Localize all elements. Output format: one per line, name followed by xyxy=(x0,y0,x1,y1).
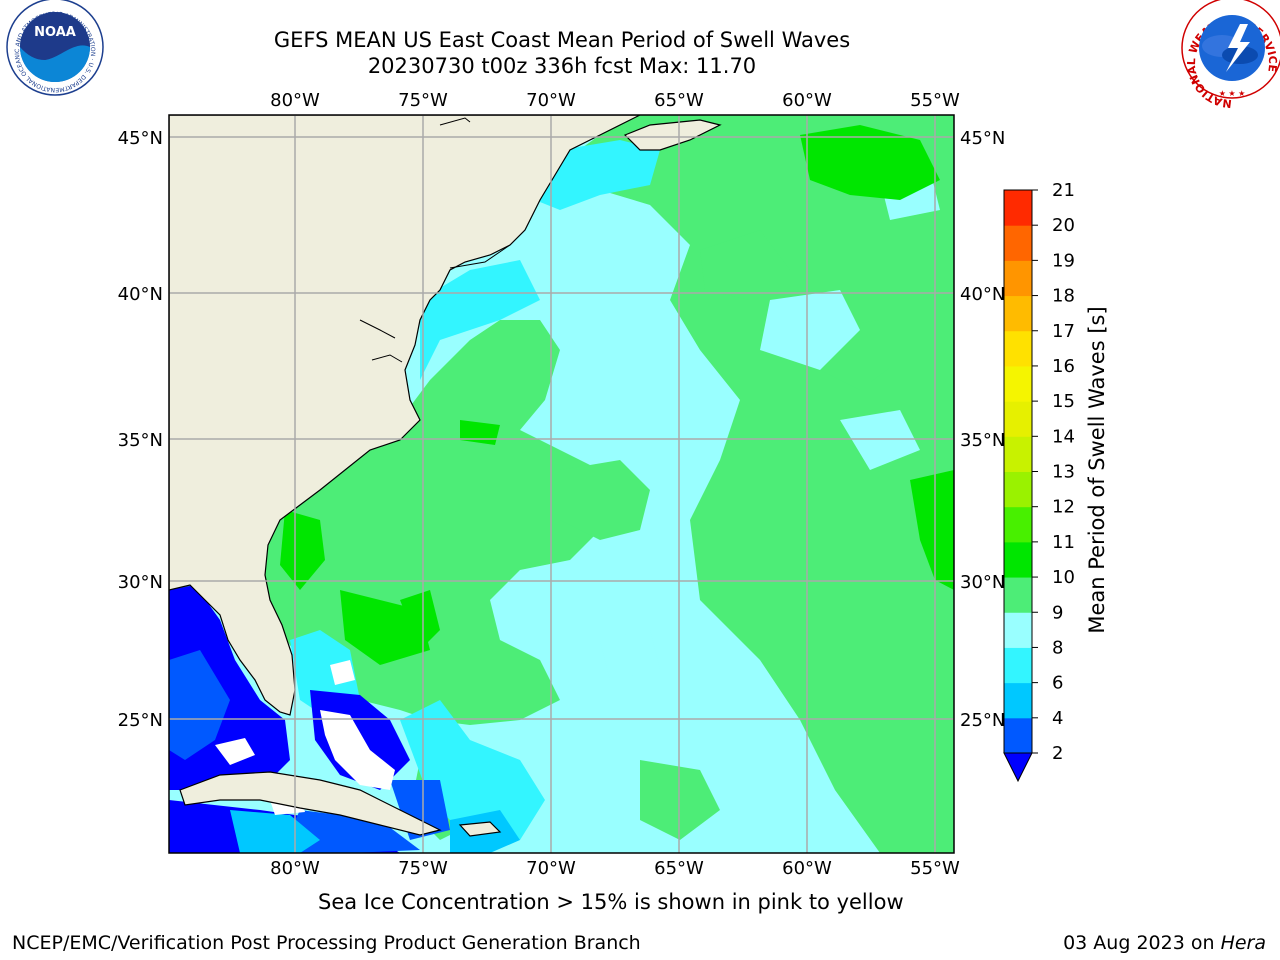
colorbar-segment xyxy=(1004,365,1032,402)
lon-label-top: 75°W xyxy=(398,90,448,111)
lon-label-top: 65°W xyxy=(654,90,704,111)
sea-ice-note: Sea Ice Concentration > 15% is shown in … xyxy=(318,890,904,914)
colorbar-segment xyxy=(1004,471,1032,508)
chart-title: GEFS MEAN US East Coast Mean Period of S… xyxy=(273,28,851,52)
colorbar-tick-label: 14 xyxy=(1052,426,1075,447)
colorbar-tick-label: 20 xyxy=(1052,215,1075,236)
colorbar-tick-label: 15 xyxy=(1052,391,1075,412)
colorbar-label: Mean Period of Swell Waves [s] xyxy=(1085,306,1109,634)
nws-logo: NATIONAL WEATHER SERVICE ★ ★ ★ xyxy=(1181,0,1280,110)
colorbar-tick-label: 9 xyxy=(1052,602,1063,623)
lat-label-right: 35°N xyxy=(960,430,1005,451)
colorbar-tick-label: 6 xyxy=(1052,673,1063,694)
colorbar-tick-label: 10 xyxy=(1052,567,1075,588)
credit-text: NCEP/EMC/Verification Post Processing Pr… xyxy=(12,932,641,954)
lat-label-left: 45°N xyxy=(118,128,163,149)
colorbar-segment xyxy=(1004,577,1032,613)
colorbar-tick-label: 16 xyxy=(1052,356,1075,377)
lon-label-top: 55°W xyxy=(910,90,960,111)
svg-text:★ ★ ★: ★ ★ ★ xyxy=(1219,89,1246,98)
colorbar-segment xyxy=(1004,682,1032,719)
colorbar-segment xyxy=(1004,647,1032,684)
colorbar-segment xyxy=(1004,330,1032,367)
colorbar-tick-label: 4 xyxy=(1052,708,1063,729)
colorbar-segment xyxy=(1004,506,1032,543)
colorbar-tick-label: 19 xyxy=(1052,250,1075,271)
lat-label-right: 30°N xyxy=(960,572,1005,593)
colorbar-tick-label: 17 xyxy=(1052,321,1075,342)
lat-label-left: 30°N xyxy=(118,572,163,593)
lat-label-left: 25°N xyxy=(118,710,163,731)
colorbar-segment xyxy=(1004,612,1032,648)
colorbar: 2 4 6 8 9 10 11 12 13 14 15 16 17 18 19 20 21 xyxy=(1003,180,1075,783)
colorbar-segment xyxy=(1004,225,1032,261)
colorbar-tick-label: 11 xyxy=(1052,532,1075,553)
lon-label-bottom: 80°W xyxy=(270,858,320,879)
host-name: Hera xyxy=(1220,932,1266,954)
lon-label-bottom: 65°W xyxy=(654,858,704,879)
lon-label-top: 60°W xyxy=(782,90,832,111)
forecast-subtitle: 20230730 t00z 336h fcst Max: 11.70 xyxy=(367,54,757,78)
swell-period-field xyxy=(169,115,954,853)
colorbar-tick-label: 8 xyxy=(1052,637,1063,658)
colorbar-tick-label: 18 xyxy=(1052,286,1075,307)
run-date-text: 03 Aug 2023 on xyxy=(1063,932,1221,954)
colorbar-segment xyxy=(1004,436,1032,472)
lon-label-top: 80°W xyxy=(270,90,320,111)
colorbar-segment xyxy=(1004,541,1032,578)
lon-label-bottom: 60°W xyxy=(782,858,832,879)
map-frame xyxy=(168,114,955,854)
run-date: 03 Aug 2023 on Hera xyxy=(1063,932,1266,954)
noaa-logo: NATIONAL OCEANIC AND ATMOSPHERIC ADMINIS… xyxy=(0,0,104,96)
colorbar-tick-label: 13 xyxy=(1052,462,1075,483)
colorbar-tick-label: 12 xyxy=(1052,497,1075,518)
colorbar-segment xyxy=(1004,401,1032,437)
colorbar-segment xyxy=(1004,717,1032,754)
lon-label-top: 70°W xyxy=(526,90,576,111)
lat-label-left: 35°N xyxy=(118,430,163,451)
lon-label-bottom: 70°W xyxy=(526,858,576,879)
noaa-logo-text: NOAA xyxy=(34,25,76,40)
colorbar-segment xyxy=(1004,295,1032,332)
lon-label-bottom: 55°W xyxy=(910,858,960,879)
lat-label-right: 25°N xyxy=(960,710,1005,731)
colorbar-segment xyxy=(1004,190,1032,226)
lat-label-right: 40°N xyxy=(960,284,1005,305)
colorbar-tick-label: 21 xyxy=(1052,180,1075,201)
colorbar-segment xyxy=(1004,260,1032,297)
colorbar-under-arrow xyxy=(1003,752,1033,783)
lat-label-left: 40°N xyxy=(118,284,163,305)
colorbar-tick-label: 2 xyxy=(1052,743,1063,764)
lon-label-bottom: 75°W xyxy=(398,858,448,879)
lat-label-right: 45°N xyxy=(960,128,1005,149)
